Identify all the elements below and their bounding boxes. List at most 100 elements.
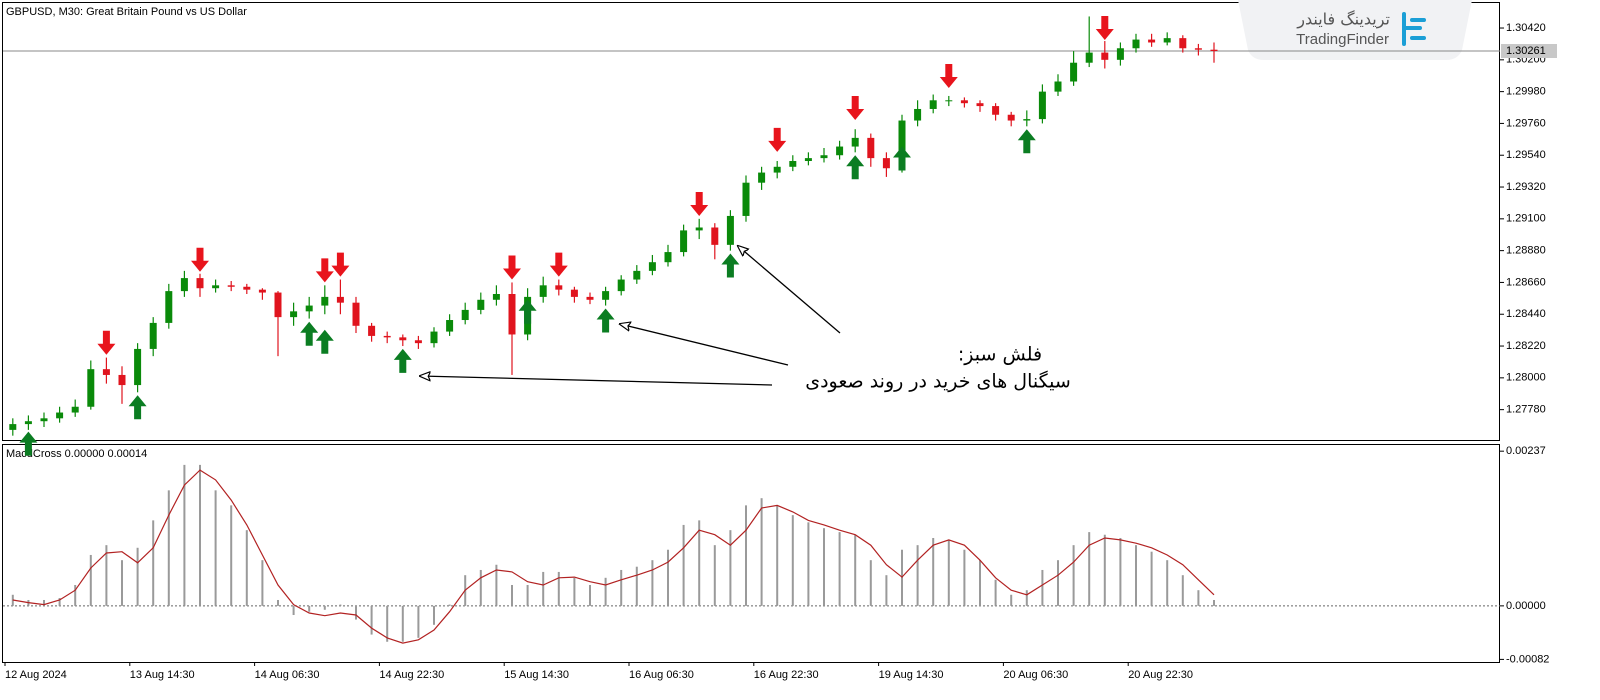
- candle-body: [1054, 81, 1062, 92]
- histogram-bar: [1197, 590, 1200, 606]
- chart-title: GBPUSD, M30: Great Britain Pound vs US D…: [6, 6, 247, 18]
- histogram-bar: [1088, 532, 1091, 606]
- histogram-bar: [245, 530, 248, 606]
- histogram-bar: [963, 549, 966, 606]
- candle-body: [898, 120, 906, 169]
- histogram-bar: [136, 547, 139, 606]
- histogram-bar: [1025, 590, 1028, 606]
- x-tick-label: 13 Aug 14:30: [130, 669, 195, 681]
- y-tick-label: 1.29980: [1506, 86, 1546, 98]
- histogram-bar: [292, 605, 295, 616]
- histogram-bar: [370, 605, 373, 635]
- candle-body: [758, 172, 766, 183]
- histogram-bar: [667, 549, 669, 606]
- y-tick-label: 0.00000: [1506, 600, 1546, 612]
- x-tick-label: 15 Aug 14:30: [504, 669, 569, 681]
- y-tick-label: 1.28880: [1506, 245, 1546, 257]
- sell-arrow: [97, 330, 116, 355]
- candle-body: [243, 286, 251, 290]
- histogram-bar: [682, 524, 685, 606]
- histogram-bar: [355, 605, 357, 620]
- candle-body: [414, 340, 422, 344]
- histogram-bar: [199, 464, 201, 606]
- histogram-bar: [807, 522, 810, 606]
- logo-background: [1238, 0, 1472, 60]
- histogram-bar: [323, 605, 326, 610]
- histogram-bar: [230, 505, 233, 606]
- histogram-bar: [885, 575, 888, 606]
- histogram-bar: [479, 569, 482, 606]
- y-tick-label: 1.28220: [1506, 340, 1546, 352]
- y-tick-label: 1.30200: [1506, 54, 1546, 66]
- logo-text-fa: تریدینگ فایندر: [1296, 10, 1390, 30]
- histogram-bar: [1010, 594, 1013, 606]
- histogram-bar: [58, 598, 61, 606]
- x-tick-label: 20 Aug 22:30: [1128, 669, 1193, 681]
- histogram-bar: [838, 532, 841, 606]
- histogram-bar: [542, 571, 545, 606]
- candle-body: [1194, 48, 1202, 50]
- y-tick-label: 1.29320: [1506, 181, 1546, 193]
- histogram-bar: [433, 605, 435, 625]
- y-tick-label: -0.00082: [1506, 653, 1549, 665]
- candle-body: [399, 337, 407, 341]
- histogram-bar: [635, 566, 638, 606]
- histogram-bar: [511, 584, 513, 606]
- x-tick-label: 16 Aug 22:30: [754, 669, 819, 681]
- histogram-bar: [448, 604, 451, 606]
- histogram-bar: [214, 490, 217, 606]
- candle-body: [773, 166, 781, 173]
- histogram-bar: [589, 584, 591, 606]
- histogram-bar: [1103, 534, 1106, 606]
- histogram-bar: [729, 530, 732, 606]
- sell-arrow: [768, 127, 787, 152]
- y-tick-label: 1.28440: [1506, 308, 1546, 320]
- annotation-arrow: [620, 324, 789, 366]
- candle-body: [1101, 52, 1109, 60]
- candle-body: [196, 278, 204, 289]
- candle-body: [102, 369, 110, 375]
- x-tick-label: 12 Aug 2024: [5, 669, 67, 681]
- candle-body: [118, 374, 126, 386]
- histogram-bar: [261, 560, 264, 606]
- candle-body: [992, 106, 1000, 115]
- candle-body: [820, 155, 828, 159]
- candle-body: [305, 305, 313, 312]
- candle-body: [976, 103, 984, 107]
- annotation-arrow: [738, 246, 841, 334]
- histogram-bar: [167, 490, 170, 606]
- sell-arrow: [846, 95, 865, 120]
- y-tick-label: 1.28000: [1506, 372, 1546, 384]
- signal-line: [12, 469, 1215, 644]
- histogram-bar: [994, 579, 997, 606]
- candle-body: [40, 418, 48, 422]
- histogram-bar: [1057, 560, 1059, 606]
- buy-arrow: [846, 155, 865, 180]
- candle-body: [960, 100, 968, 104]
- histogram-bar: [604, 577, 607, 606]
- candle-body: [539, 285, 547, 297]
- histogram-bar: [823, 528, 825, 606]
- buy-arrow: [518, 299, 537, 324]
- candle-body: [430, 331, 438, 344]
- candle-body: [680, 230, 688, 253]
- candle-body: [914, 108, 922, 121]
- candle-body: [134, 348, 142, 386]
- candle-body: [352, 302, 360, 326]
- histogram-bar: [713, 545, 716, 606]
- sell-arrow: [549, 252, 568, 277]
- candle-body: [586, 296, 594, 300]
- candle-body: [508, 294, 516, 335]
- candle-body: [258, 289, 266, 293]
- candle-body: [633, 270, 641, 280]
- x-tick-label: 14 Aug 06:30: [255, 669, 320, 681]
- y-tick-label: 1.30420: [1506, 22, 1546, 34]
- candle-body: [789, 161, 797, 167]
- buy-arrow: [128, 395, 147, 420]
- candle-body: [71, 406, 79, 413]
- candle-body: [711, 227, 719, 245]
- y-tick-label: 0.00237: [1506, 445, 1546, 457]
- candle-body: [570, 289, 578, 297]
- sell-arrow: [690, 191, 709, 216]
